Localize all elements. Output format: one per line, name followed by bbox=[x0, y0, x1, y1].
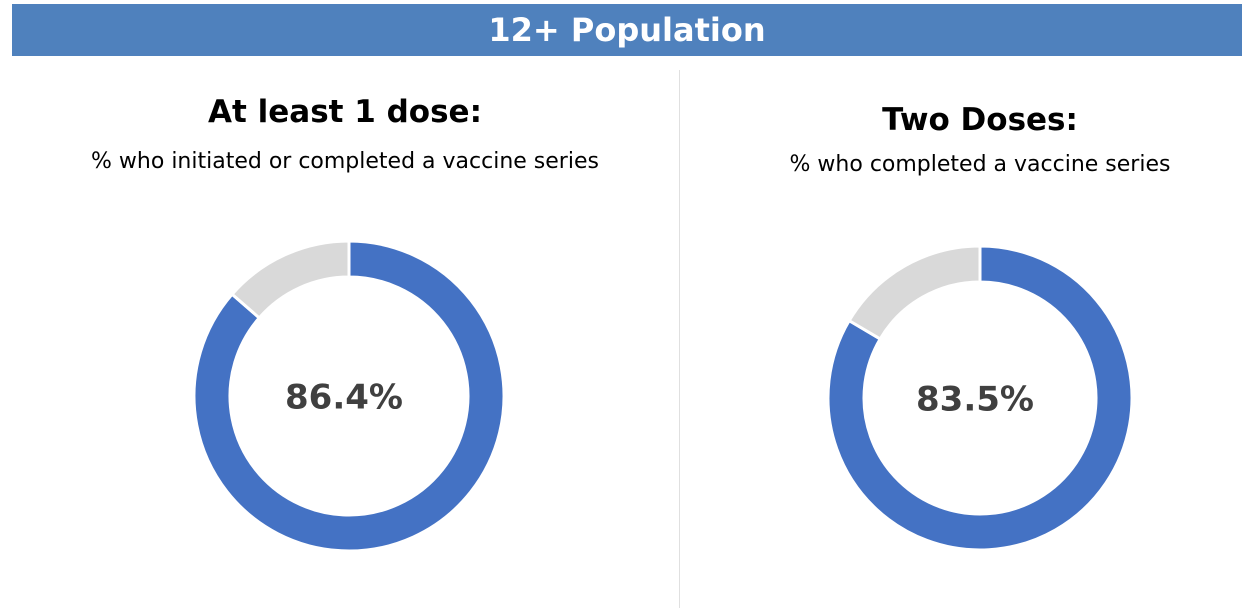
chart-subtitle: % who completed a vaccine series bbox=[789, 152, 1171, 177]
center-label: 83.5% bbox=[916, 380, 1034, 420]
donut-segment bbox=[826, 244, 1134, 552]
donut-segment bbox=[229, 239, 351, 320]
chart-title: At least 1 dose: bbox=[208, 94, 482, 130]
chart-title: Two Doses: bbox=[882, 102, 1078, 138]
chart-subtitle: % who initiated or completed a vaccine s… bbox=[91, 149, 599, 174]
header-title: 12+ Population bbox=[12, 4, 1242, 56]
center-label: 86.4% bbox=[285, 378, 403, 418]
donut-segment bbox=[192, 239, 506, 553]
donut-segment bbox=[847, 244, 982, 342]
divider bbox=[679, 70, 680, 608]
